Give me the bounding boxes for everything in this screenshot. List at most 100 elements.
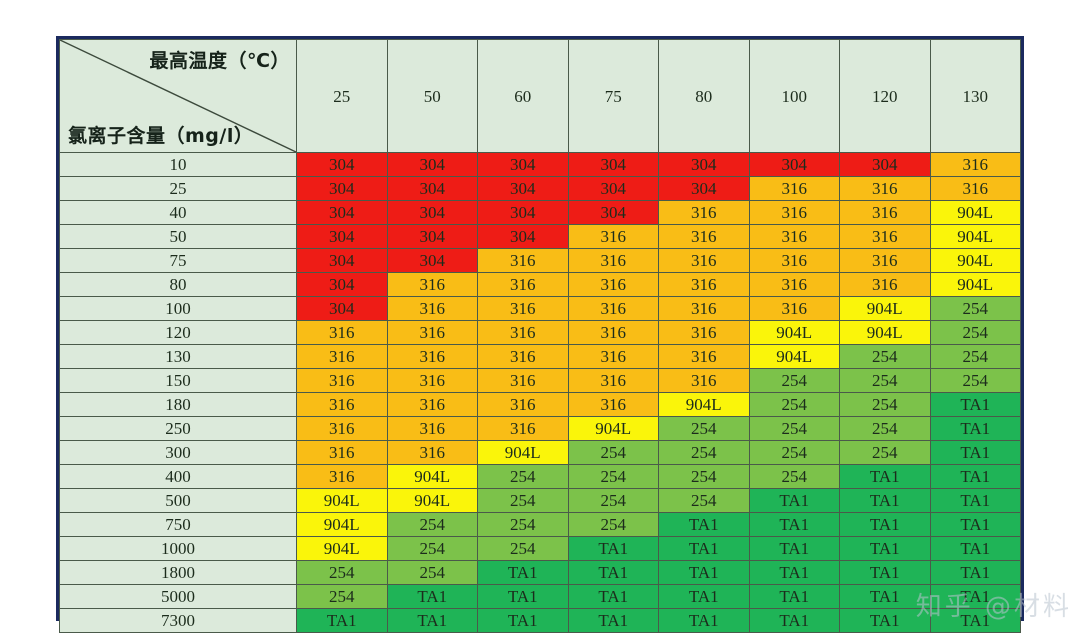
cell-25-100: 316 [748, 176, 840, 201]
cell-130-130: 254 [929, 344, 1021, 369]
cell-150-120: 254 [839, 368, 931, 393]
cell-75-80: 316 [658, 248, 750, 273]
cell-400-75: 254 [567, 464, 659, 489]
cell-250-100: 254 [748, 416, 840, 441]
cell-50-25: 304 [296, 224, 388, 249]
cell-1000-130: TA1 [929, 536, 1021, 561]
table-row: 120 316 316 316 316 316 904L 904L 254 [59, 320, 1021, 345]
cell-400-25: 316 [296, 464, 388, 489]
cell-50-80: 316 [658, 224, 750, 249]
table-row: 250 316 316 316 904L 254 254 254 TA1 [59, 416, 1021, 441]
column-header-75: 75 [567, 39, 659, 153]
cell-1000-80: TA1 [658, 536, 750, 561]
row-header-50: 50 [59, 224, 297, 249]
cell-10-120: 304 [839, 152, 931, 177]
cell-5000-80: TA1 [658, 584, 750, 609]
table-row: 500 904L 904L 254 254 254 TA1 TA1 TA1 [59, 488, 1021, 513]
cell-500-120: TA1 [839, 488, 931, 513]
cell-25-75: 304 [567, 176, 659, 201]
cell-25-25: 304 [296, 176, 388, 201]
row-header-7300: 7300 [59, 608, 297, 633]
column-header-50: 50 [386, 39, 478, 153]
cell-750-75: 254 [567, 512, 659, 537]
table-row: 150 316 316 316 316 316 254 254 254 [59, 368, 1021, 393]
cell-130-100: 904L [748, 344, 840, 369]
cell-80-80: 316 [658, 272, 750, 297]
cell-300-75: 254 [567, 440, 659, 465]
cell-120-120: 904L [839, 320, 931, 345]
row-header-40: 40 [59, 200, 297, 225]
cell-250-120: 254 [839, 416, 931, 441]
table-row: 50 304 304 304 316 316 316 316 904L [59, 224, 1021, 249]
cell-10-75: 304 [567, 152, 659, 177]
cell-50-120: 316 [839, 224, 931, 249]
cell-130-75: 316 [567, 344, 659, 369]
row-header-300: 300 [59, 440, 297, 465]
row-header-10: 10 [59, 152, 297, 177]
cell-400-80: 254 [658, 464, 750, 489]
row-header-100: 100 [59, 296, 297, 321]
cell-1000-100: TA1 [748, 536, 840, 561]
cell-7300-100: TA1 [748, 608, 840, 633]
cell-500-25: 904L [296, 488, 388, 513]
cell-250-80: 254 [658, 416, 750, 441]
cell-300-25: 316 [296, 440, 388, 465]
cell-40-25: 304 [296, 200, 388, 225]
cell-180-60: 316 [477, 392, 569, 417]
row-header-400: 400 [59, 464, 297, 489]
cell-120-80: 316 [658, 320, 750, 345]
cell-500-130: TA1 [929, 488, 1021, 513]
cell-400-60: 254 [477, 464, 569, 489]
cell-80-25: 304 [296, 272, 388, 297]
cell-50-60: 304 [477, 224, 569, 249]
cell-120-25: 316 [296, 320, 388, 345]
watermark-text: 知乎 @材料 [915, 592, 1072, 622]
cell-180-130: TA1 [929, 392, 1021, 417]
cell-300-130: TA1 [929, 440, 1021, 465]
table-row: 300 316 316 904L 254 254 254 254 TA1 [59, 440, 1021, 465]
cell-100-100: 316 [748, 296, 840, 321]
cell-150-130: 254 [929, 368, 1021, 393]
cell-150-80: 316 [658, 368, 750, 393]
row-header-250: 250 [59, 416, 297, 441]
row-header-75: 75 [59, 248, 297, 273]
cell-7300-80: TA1 [658, 608, 750, 633]
cell-250-25: 316 [296, 416, 388, 441]
cell-75-130: 904L [929, 248, 1021, 273]
table-row: 1000 904L 254 254 TA1 TA1 TA1 TA1 TA1 [59, 536, 1021, 561]
cell-120-60: 316 [477, 320, 569, 345]
header-row: 最高温度（℃） 氯离子含量（mg/l） 25 50 60 75 80 100 120 130 [59, 39, 1021, 153]
cell-5000-25: 254 [296, 584, 388, 609]
cell-180-50: 316 [386, 392, 478, 417]
row-header-80: 80 [59, 272, 297, 297]
table-row: 75 304 304 316 316 316 316 316 904L [59, 248, 1021, 273]
cell-80-120: 316 [839, 272, 931, 297]
cell-750-100: TA1 [748, 512, 840, 537]
cell-80-75: 316 [567, 272, 659, 297]
cell-75-60: 316 [477, 248, 569, 273]
cell-25-80: 304 [658, 176, 750, 201]
column-header-120: 120 [839, 39, 931, 153]
cell-150-100: 254 [748, 368, 840, 393]
cell-40-120: 316 [839, 200, 931, 225]
cell-10-80: 304 [658, 152, 750, 177]
cell-250-75: 904L [567, 416, 659, 441]
row-header-750: 750 [59, 512, 297, 537]
cell-130-80: 316 [658, 344, 750, 369]
cell-80-60: 316 [477, 272, 569, 297]
diagonal-divider-line [60, 40, 296, 152]
cell-1800-60: TA1 [477, 560, 569, 585]
table-row: 100 304 316 316 316 316 316 904L 254 [59, 296, 1021, 321]
cell-500-50: 904L [386, 488, 478, 513]
cell-40-80: 316 [658, 200, 750, 225]
cell-25-50: 304 [386, 176, 478, 201]
row-header-5000: 5000 [59, 584, 297, 609]
cell-300-100: 254 [748, 440, 840, 465]
cell-180-25: 316 [296, 392, 388, 417]
cell-300-80: 254 [658, 440, 750, 465]
row-header-500: 500 [59, 488, 297, 513]
cell-130-120: 254 [839, 344, 931, 369]
table-row: 750 904L 254 254 254 TA1 TA1 TA1 TA1 [59, 512, 1021, 537]
cell-750-80: TA1 [658, 512, 750, 537]
